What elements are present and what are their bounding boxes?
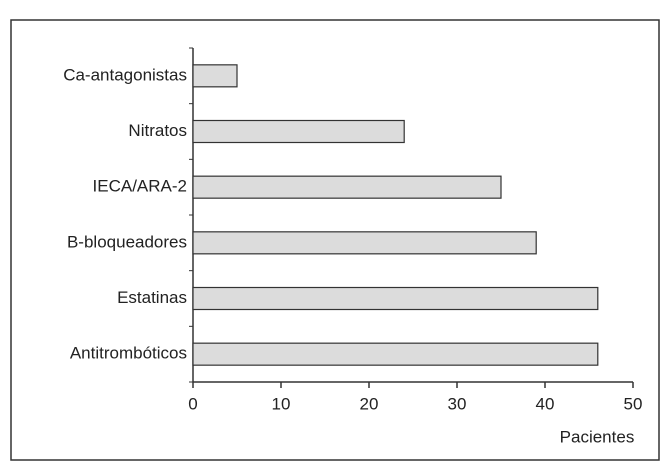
x-tick-label: 30 [448, 394, 467, 413]
x-tick-label: 10 [272, 394, 291, 413]
bar [192, 175, 502, 199]
bar [192, 286, 599, 311]
y-tick-label: Nitratos [128, 121, 187, 140]
y-tick-label: Estatinas [117, 288, 187, 307]
y-tick-label: B-bloqueadores [67, 232, 187, 251]
y-tick-label: Antitrombóticos [70, 344, 187, 363]
y-tick-label: IECA/ARA-2 [93, 177, 187, 196]
bar [192, 64, 238, 88]
y-tick-label: Ca-antagonistas [63, 65, 187, 84]
x-tick-label: 40 [536, 394, 555, 413]
bar [192, 231, 537, 255]
bar [192, 342, 599, 366]
x-tick-label: 0 [188, 394, 197, 413]
bar [192, 119, 405, 144]
x-axis-label: Pacientes [560, 427, 635, 446]
frame [10, 19, 660, 461]
x-tick-label: 50 [624, 394, 643, 413]
x-tick-label: 20 [360, 394, 379, 413]
